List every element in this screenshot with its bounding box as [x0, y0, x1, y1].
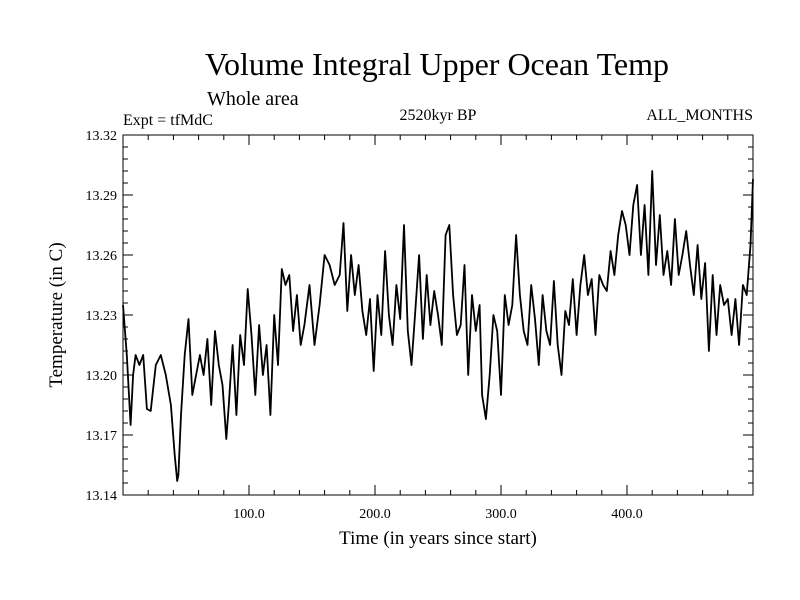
- y-tick-label: 13.17: [86, 429, 118, 444]
- months-label: ALL_MONTHS: [646, 107, 753, 124]
- period-label: 2520kyr BP: [400, 107, 477, 124]
- y-axis-tick-labels: 13.14 13.17 13.20 13.23 13.26 13.29 13.32: [86, 129, 118, 504]
- y-tick-label: 13.23: [86, 309, 118, 324]
- y-axis-ticks: [123, 134, 753, 496]
- y-tick-label: 13.20: [86, 369, 118, 384]
- x-axis-tick-labels: 100.0 200.0 300.0 400.0: [233, 507, 643, 522]
- x-tick-label: 200.0: [359, 507, 391, 522]
- series-line-temperature: [122, 170, 754, 482]
- x-axis-label: Time (in years since start): [339, 528, 537, 549]
- y-axis-label: Temperature (in C): [46, 242, 67, 387]
- x-axis-ticks: [147, 135, 729, 495]
- x-tick-label: 300.0: [485, 507, 517, 522]
- x-tick-label: 400.0: [611, 507, 643, 522]
- experiment-label: Expt = tfMdC: [123, 112, 213, 129]
- x-tick-label: 100.0: [233, 507, 265, 522]
- y-tick-label: 13.29: [86, 189, 118, 204]
- y-tick-label: 13.32: [86, 129, 118, 144]
- chart-title: Volume Integral Upper Ocean Temp: [205, 46, 669, 82]
- y-tick-label: 13.26: [86, 249, 118, 264]
- y-tick-label: 13.14: [86, 489, 118, 504]
- chart-subtitle: Whole area: [207, 88, 299, 110]
